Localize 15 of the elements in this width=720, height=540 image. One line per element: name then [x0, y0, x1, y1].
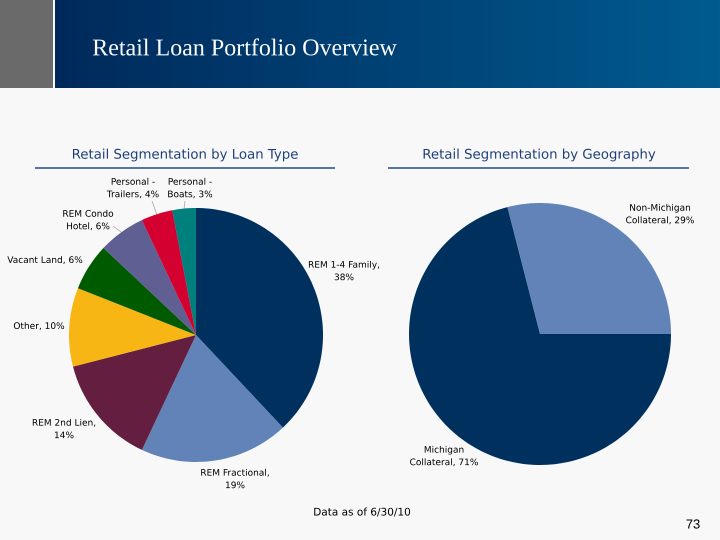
chart-title: Retail Segmentation by Geography — [424, 148, 656, 162]
text: 73 — [686, 519, 700, 529]
text: Data as of 6/30/10 — [314, 508, 410, 516]
data-label: REM Condo Hotel, 6% — [63, 210, 114, 230]
data-label: Personal - Boats, 3% — [168, 178, 212, 198]
data-label: REM 2nd Lien, 14% — [32, 418, 96, 438]
data-label: Non-Michigan Collateral, 29% — [626, 204, 694, 224]
data-label: REM 1-4 Family, 38% — [308, 260, 380, 280]
data-label: Michigan Collateral, 71% — [410, 446, 478, 466]
data-label: Personal - Trailers, 4% — [106, 178, 159, 198]
text: Retail Loan Portfolio Overview — [92, 38, 397, 56]
data-label: Vacant Land, 6% — [7, 256, 82, 264]
data-label: Other, 10% — [14, 322, 64, 330]
data-label: REM Fractional, 19% — [201, 468, 269, 488]
chart-title: Retail Segmentation by Loan Type — [72, 148, 298, 162]
